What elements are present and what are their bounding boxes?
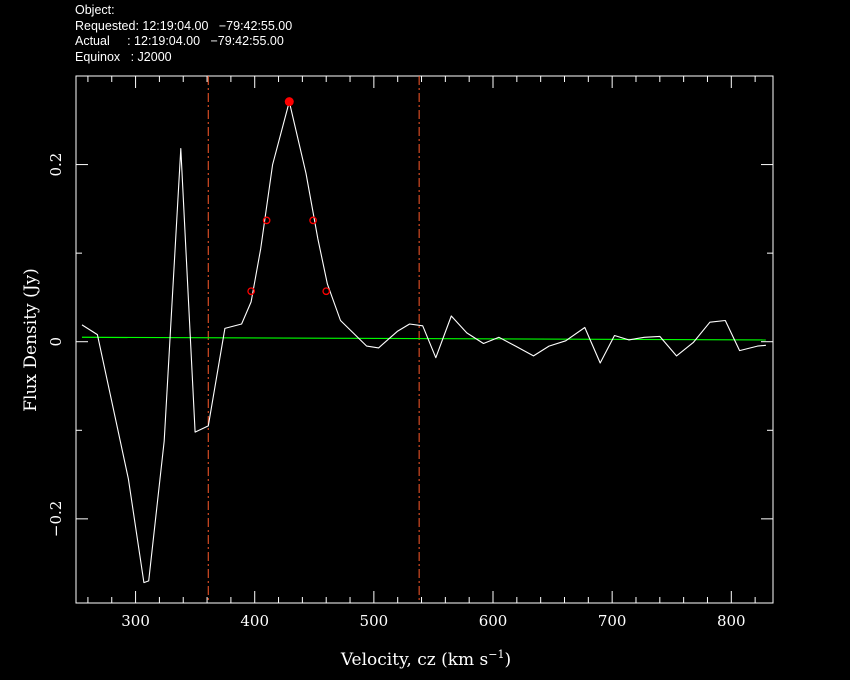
x-tick-label: 500 [360, 612, 389, 630]
baseline-fit-line [81, 336, 766, 341]
object-line: Object: [75, 3, 115, 17]
x-tick-label: 600 [479, 612, 508, 630]
width-marker [262, 216, 271, 225]
x-tick-label: 700 [598, 612, 627, 630]
width-marker [322, 287, 331, 296]
width-marker [247, 287, 255, 296]
x-axis-label-main: Velocity, cz (km s [340, 650, 488, 670]
peak-marker [284, 97, 294, 107]
y-axis-label: Flux Density (Jy) [21, 268, 41, 412]
plot-frame [75, 75, 774, 604]
x-tick-label: 300 [121, 612, 150, 630]
equinox-line: Equinox : J2000 [75, 49, 172, 64]
object-header: Object: Requested: 12:19:04.00 −79:42:55.… [75, 3, 292, 65]
x-axis-label-tail: ) [505, 650, 512, 670]
x-tick-label: 800 [717, 612, 746, 630]
y-tick-label: 0.2 [47, 153, 65, 177]
spectrum-line [81, 101, 766, 584]
y-tick-label: −0.2 [47, 501, 65, 537]
x-axis-label: Velocity, cz (km s−1) [340, 648, 511, 670]
actual-coordinates: Actual : 12:19:04.00 −79:42:55.00 [75, 34, 284, 48]
width-marker [309, 216, 317, 225]
y-tick-label: 0 [47, 337, 65, 347]
x-axis-label-superscript: −1 [488, 648, 504, 661]
x-tick-label: 400 [240, 612, 269, 630]
requested-coordinates: Requested: 12:19:04.00 −79:42:55.00 [75, 18, 293, 33]
